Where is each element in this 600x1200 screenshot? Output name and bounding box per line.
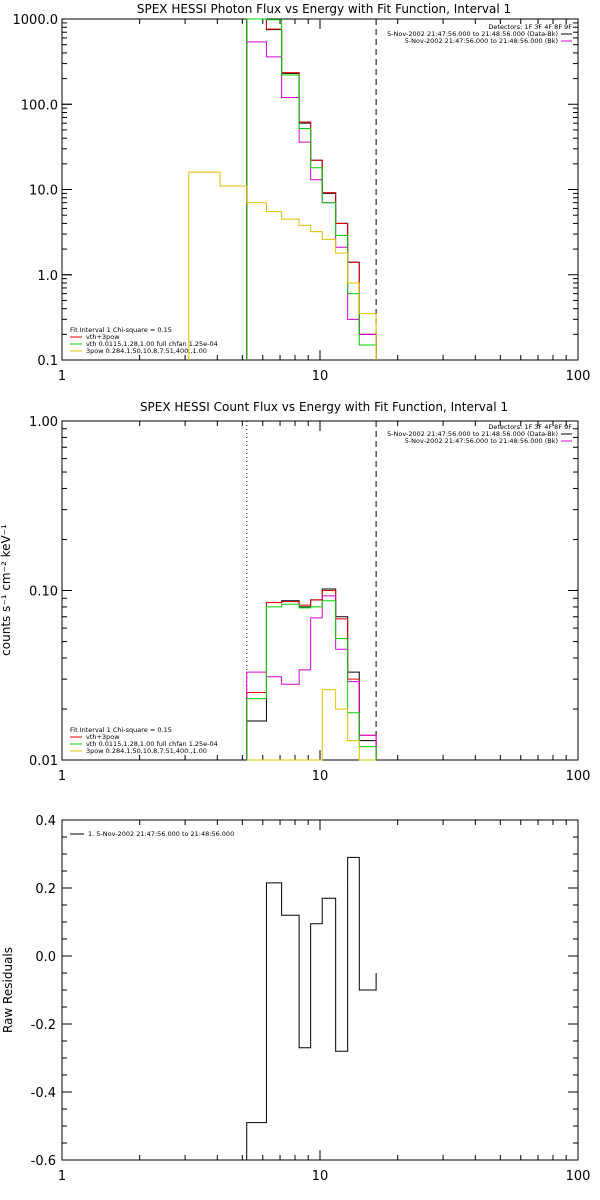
- photon-bk-label: 5-Nov-2002 21:47:56.000 to 21:48:56.000 …: [405, 37, 558, 45]
- photon-vth-label: vth 0.0115,1.28,1.00 full chfan 1.25e-04: [86, 340, 218, 348]
- photon-flux-series: [188, 18, 377, 360]
- y-tick-label: 0.01: [29, 754, 58, 769]
- y-tick-label: -0.2: [31, 1018, 56, 1033]
- count-flux-legend-topright: Detectors: 1F 3F 4F 8F 9F 5-Nov-2002 21:…: [387, 423, 572, 445]
- count-flux-panel: SPEX HESSI Count Flux vs Energy with Fit…: [0, 400, 590, 784]
- photon-flux-plot-frame: [61, 18, 579, 361]
- count-flux-legend-bottomleft: Fit Interval 1 Chi-square = 0.15 vth+3po…: [70, 726, 218, 755]
- series-3-histogram: [246, 18, 377, 360]
- count-flux-series: [246, 588, 377, 761]
- count-flux-ylabel: counts s⁻¹ cm⁻² keV⁻¹: [0, 524, 13, 656]
- y-tick-label: 0.2: [35, 882, 56, 897]
- residuals-legend: 1. 5-Nov-2002 21:47:56.000 to 21:48:56.0…: [70, 830, 234, 838]
- residuals-series: [246, 856, 377, 1160]
- photon-flux-legend-topright: Detectors: 1F 3F 4F 8F 9F 5-Nov-2002 21:…: [387, 23, 572, 45]
- series-2-histogram: [246, 595, 377, 760]
- photon-vth3pow-label: vth+3pow: [86, 333, 120, 341]
- photon-detectors-label: Detectors: 1F 3F 4F 8F 9F: [488, 23, 572, 31]
- photon-flux-panel: SPEX HESSI Photon Flux vs Energy with Fi…: [13, 2, 591, 384]
- series-3-histogram: [246, 600, 377, 760]
- residuals-ylabel: Raw Residuals: [1, 947, 15, 1033]
- y-tick-label: 0.4: [35, 814, 56, 829]
- photon-3pow-label: 3pow 0.284,1.50,10.8,7.51,400.,1.00: [86, 347, 207, 355]
- count-fit-interval-label: Fit Interval 1 Chi-square = 0.15: [70, 726, 172, 734]
- photon-flux-axes: 1 10 100 1000.0 100.0 10.0 1.0 0.1: [13, 13, 591, 384]
- y-tick-label: 0.0: [35, 950, 56, 965]
- photon-flux-range-lines: [246, 19, 377, 360]
- residuals-legend-label: 1. 5-Nov-2002 21:47:56.000 to 21:48:56.0…: [88, 830, 234, 838]
- y-tick-label: 1.00: [29, 415, 58, 430]
- count-vth3pow-label: vth+3pow: [86, 733, 120, 741]
- y-tick-label: 100.0: [21, 98, 58, 113]
- series-2-histogram: [246, 41, 377, 360]
- series-0-histogram: [246, 18, 377, 360]
- x-tick-label: 1: [58, 769, 66, 784]
- x-tick-label: 100: [566, 369, 591, 384]
- series-4-histogram: [246, 689, 377, 761]
- x-tick-label: 1: [58, 1169, 66, 1184]
- y-tick-label: 0.1: [37, 354, 58, 369]
- count-flux-title: SPEX HESSI Count Flux vs Energy with Fit…: [140, 400, 508, 414]
- count-3pow-label: 3pow 0.284,1.50,10.8,7.51,400.,1.00: [86, 747, 207, 755]
- series-4-histogram: [188, 171, 377, 360]
- count-bk-label: 5-Nov-2002 21:47:56.000 to 21:48:56.000 …: [405, 437, 558, 445]
- count-flux-axes: 1 10 100 1.00 0.10 0.01: [29, 415, 590, 784]
- residuals-plot-frame: [61, 819, 579, 1161]
- x-tick-label: 100: [566, 769, 591, 784]
- y-tick-label: -0.6: [31, 1154, 56, 1169]
- residuals-panel: Raw Residuals 1 10 100 0.4 0.2 0.0 -0.2 -0.4 -0.…: [1, 814, 590, 1184]
- count-data-bk-label: 5-Nov-2002 21:47:56.000 to 21:48:56.000 …: [387, 430, 558, 438]
- photon-data-bk-label: 5-Nov-2002 21:47:56.000 to 21:48:56.000 …: [387, 30, 558, 38]
- x-tick-label: 1: [58, 369, 66, 384]
- photon-fit-interval-label: Fit Interval 1 Chi-square = 0.15: [70, 326, 172, 334]
- y-tick-label: 1.0: [37, 269, 58, 284]
- count-vth-label: vth 0.0115,1.28,1.00 full chfan 1.25e-04: [86, 740, 218, 748]
- series-1-histogram: [246, 18, 377, 360]
- residuals-axes: 1 10 100 0.4 0.2 0.0 -0.2 -0.4 -0.6: [31, 814, 591, 1184]
- series-1-histogram: [246, 590, 377, 760]
- y-tick-label: 10.0: [29, 184, 58, 199]
- photon-flux-legend-bottomleft: Fit Interval 1 Chi-square = 0.15 vth+3po…: [70, 326, 218, 355]
- x-tick-label: 10: [312, 1169, 329, 1184]
- y-tick-label: -0.4: [31, 1086, 56, 1101]
- y-tick-label: 0.10: [29, 585, 58, 600]
- y-tick-label: 1000.0: [13, 13, 59, 28]
- count-flux-plot-frame: [61, 420, 579, 761]
- series-0-histogram: [246, 856, 377, 1160]
- count-detectors-label: Detectors: 1F 3F 4F 8F 9F: [488, 423, 572, 431]
- photon-flux-title: SPEX HESSI Photon Flux vs Energy with Fi…: [137, 2, 511, 16]
- x-tick-label: 10: [312, 769, 329, 784]
- count-flux-range-lines: [246, 421, 377, 760]
- x-tick-label: 100: [566, 1169, 591, 1184]
- x-tick-label: 10: [312, 369, 329, 384]
